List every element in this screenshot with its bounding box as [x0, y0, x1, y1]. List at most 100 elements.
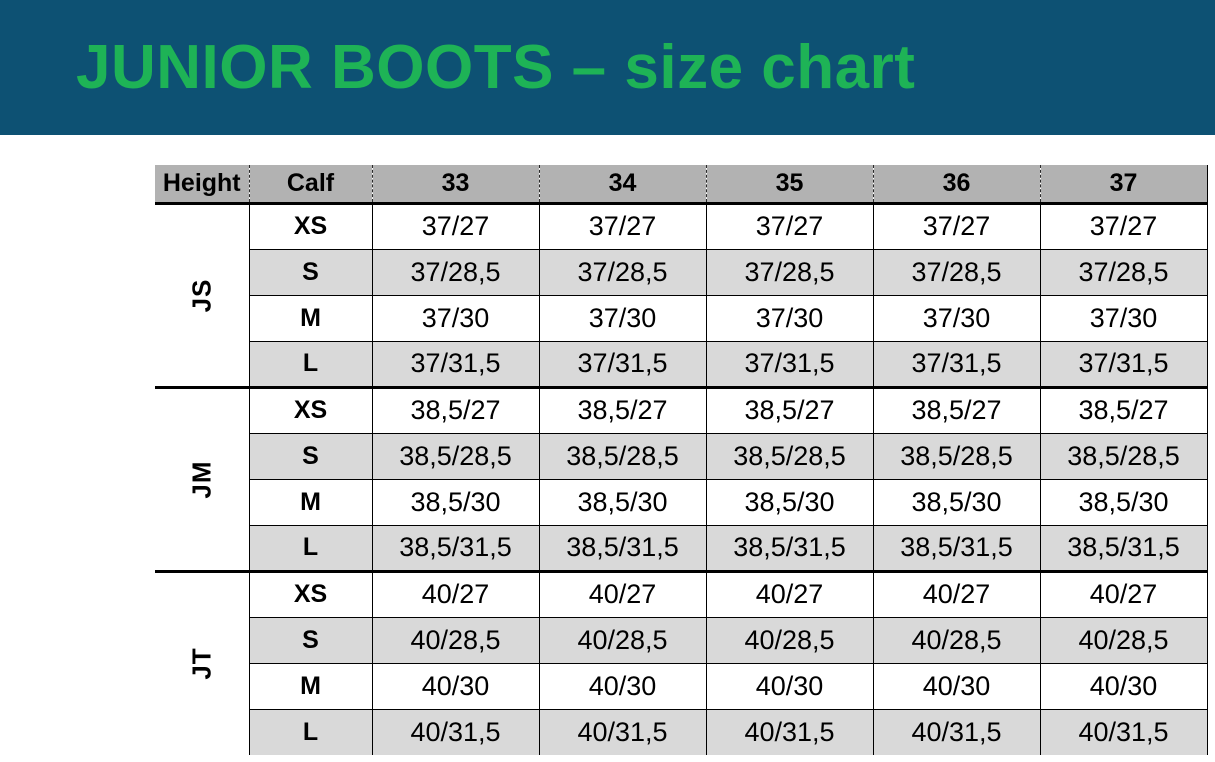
size-cell-js-xs-37: 37/27 — [1039, 201, 1208, 250]
table-row-js-s: S 37/28,5 37/28,5 37/28,5 37/28,5 37/28,5 — [155, 249, 1208, 296]
size-cell-js-m-36: 37/30 — [872, 295, 1040, 342]
page-title: JUNIOR BOOTS – size chart — [76, 32, 916, 102]
size-cell-js-m-37: 37/30 — [1039, 295, 1208, 342]
table-row-jm-m: M 38,5/30 38,5/30 38,5/30 38,5/30 38,5/30 — [155, 479, 1208, 526]
size-cell-js-l-35: 37/31,5 — [705, 341, 873, 388]
size-chart-body: JS XS 37/27 37/27 37/27 37/27 37/27 S 37/28,5 37/… — [155, 201, 1208, 755]
size-cell-jm-s-37: 38,5/28,5 — [1039, 433, 1208, 480]
height-group-label: JS — [186, 278, 217, 312]
size-cell-jm-m-34: 38,5/30 — [538, 479, 706, 526]
size-cell-jt-l-35: 40/31,5 — [705, 709, 873, 755]
title-banner: JUNIOR BOOTS – size chart — [0, 0, 1215, 135]
size-cell-jm-l-35: 38,5/31,5 — [705, 525, 873, 572]
table-row-jt-m: M 40/30 40/30 40/30 40/30 40/30 — [155, 663, 1208, 710]
size-cell-js-xs-33: 37/27 — [371, 201, 539, 250]
size-cell-jm-xs-36: 38,5/27 — [872, 385, 1040, 434]
content-area: Height Calf 33 34 35 36 37 JS XS 37/27 37/27 37/27… — [0, 165, 1215, 755]
table-row-jm-xs: JM XS 38,5/27 38,5/27 38,5/27 38,5/27 38,5/27 — [155, 385, 1208, 571]
size-cell-jt-xs-37: 40/27 — [1039, 569, 1208, 618]
size-cell-jt-l-34: 40/31,5 — [538, 709, 706, 755]
size-cell-jm-s-35: 38,5/28,5 — [705, 433, 873, 480]
calf-size-jt-l: L — [249, 709, 372, 755]
size-cell-jm-l-33: 38,5/31,5 — [371, 525, 539, 572]
size-cell-jt-l-33: 40/31,5 — [371, 709, 539, 755]
size-cell-jm-xs-33: 38,5/27 — [371, 385, 539, 434]
size-cell-js-xs-36: 37/27 — [872, 201, 1040, 250]
size-cell-js-m-35: 37/30 — [705, 295, 873, 342]
calf-size-js-xs: XS — [249, 201, 372, 250]
size-cell-js-s-33: 37/28,5 — [371, 249, 539, 296]
table-row-js-l: L 37/31,5 37/31,5 37/31,5 37/31,5 37/31,5 — [155, 341, 1208, 388]
size-cell-jm-l-37: 38,5/31,5 — [1039, 525, 1208, 572]
size-cell-jm-m-37: 38,5/30 — [1039, 479, 1208, 526]
column-header-33: 33 — [371, 165, 539, 205]
size-cell-js-l-34: 37/31,5 — [538, 341, 706, 388]
column-header-calf: Calf — [248, 165, 372, 205]
table-row-jm-l: L 38,5/31,5 38,5/31,5 38,5/31,5 38,5/31,5 38,… — [155, 525, 1208, 572]
size-cell-jt-s-37: 40/28,5 — [1039, 617, 1208, 664]
height-group-js: JS — [155, 201, 250, 387]
size-cell-js-xs-35: 37/27 — [705, 201, 873, 250]
calf-size-jm-m: M — [249, 479, 372, 526]
size-cell-jm-l-34: 38,5/31,5 — [538, 525, 706, 572]
height-group-jt: JT — [155, 569, 250, 755]
size-cell-jt-s-33: 40/28,5 — [371, 617, 539, 664]
size-cell-jt-m-34: 40/30 — [538, 663, 706, 710]
height-group-jm: JM — [155, 385, 250, 571]
size-cell-js-m-34: 37/30 — [538, 295, 706, 342]
table-row-js-xs: JS XS 37/27 37/27 37/27 37/27 37/27 — [155, 201, 1208, 387]
column-header-34: 34 — [538, 165, 706, 205]
size-cell-jm-l-36: 38,5/31,5 — [872, 525, 1040, 572]
column-header-height: Height — [155, 165, 249, 205]
size-cell-jm-xs-35: 38,5/27 — [705, 385, 873, 434]
column-header-36: 36 — [872, 165, 1040, 205]
size-cell-js-l-33: 37/31,5 — [371, 341, 539, 388]
column-header-37: 37 — [1039, 165, 1208, 205]
size-cell-jm-s-36: 38,5/28,5 — [872, 433, 1040, 480]
size-cell-jt-s-35: 40/28,5 — [705, 617, 873, 664]
size-cell-jm-xs-37: 38,5/27 — [1039, 385, 1208, 434]
size-cell-jt-xs-33: 40/27 — [371, 569, 539, 618]
size-cell-jm-m-36: 38,5/30 — [872, 479, 1040, 526]
size-cell-js-s-37: 37/28,5 — [1039, 249, 1208, 296]
calf-size-jm-l: L — [249, 525, 372, 572]
size-cell-jt-m-33: 40/30 — [371, 663, 539, 710]
size-cell-jt-xs-34: 40/27 — [538, 569, 706, 618]
size-cell-jm-m-33: 38,5/30 — [371, 479, 539, 526]
size-cell-jt-l-37: 40/31,5 — [1039, 709, 1208, 755]
table-row-jt-xs: JT XS 40/27 40/27 40/27 40/27 40/27 — [155, 569, 1208, 755]
size-cell-jm-xs-34: 38,5/27 — [538, 385, 706, 434]
table-row-jt-l: L 40/31,5 40/31,5 40/31,5 40/31,5 40/31,5 — [155, 709, 1208, 755]
table-row-js-m: M 37/30 37/30 37/30 37/30 37/30 — [155, 295, 1208, 342]
size-cell-js-l-37: 37/31,5 — [1039, 341, 1208, 388]
calf-size-js-l: L — [249, 341, 372, 388]
calf-size-js-s: S — [249, 249, 372, 296]
size-cell-jt-m-37: 40/30 — [1039, 663, 1208, 710]
size-cell-js-xs-34: 37/27 — [538, 201, 706, 250]
height-group-label: JM — [186, 459, 217, 499]
calf-size-jt-s: S — [249, 617, 372, 664]
size-cell-jt-m-35: 40/30 — [705, 663, 873, 710]
height-group-label: JT — [186, 647, 217, 680]
table-row-jm-s: S 38,5/28,5 38,5/28,5 38,5/28,5 38,5/28,5 38,… — [155, 433, 1208, 480]
size-cell-js-s-36: 37/28,5 — [872, 249, 1040, 296]
calf-size-jm-xs: XS — [249, 385, 372, 434]
table-row-jt-s: S 40/28,5 40/28,5 40/28,5 40/28,5 40/28,5 — [155, 617, 1208, 664]
size-cell-jt-s-36: 40/28,5 — [872, 617, 1040, 664]
size-cell-jt-l-36: 40/31,5 — [872, 709, 1040, 755]
size-cell-jm-m-35: 38,5/30 — [705, 479, 873, 526]
calf-size-jt-m: M — [249, 663, 372, 710]
size-cell-js-l-36: 37/31,5 — [872, 341, 1040, 388]
header-row: Height Calf 33 34 35 36 37 — [155, 165, 1208, 205]
calf-size-jt-xs: XS — [249, 569, 372, 618]
size-cell-jt-s-34: 40/28,5 — [538, 617, 706, 664]
size-chart-table: Height Calf 33 34 35 36 37 JS XS 37/27 37/27 37/27… — [155, 165, 1208, 755]
size-cell-js-m-33: 37/30 — [371, 295, 539, 342]
size-cell-jm-s-34: 38,5/28,5 — [538, 433, 706, 480]
size-cell-jt-m-36: 40/30 — [872, 663, 1040, 710]
size-cell-js-s-35: 37/28,5 — [705, 249, 873, 296]
column-header-35: 35 — [705, 165, 873, 205]
size-cell-jt-xs-36: 40/27 — [872, 569, 1040, 618]
size-cell-js-s-34: 37/28,5 — [538, 249, 706, 296]
size-cell-jt-xs-35: 40/27 — [705, 569, 873, 618]
